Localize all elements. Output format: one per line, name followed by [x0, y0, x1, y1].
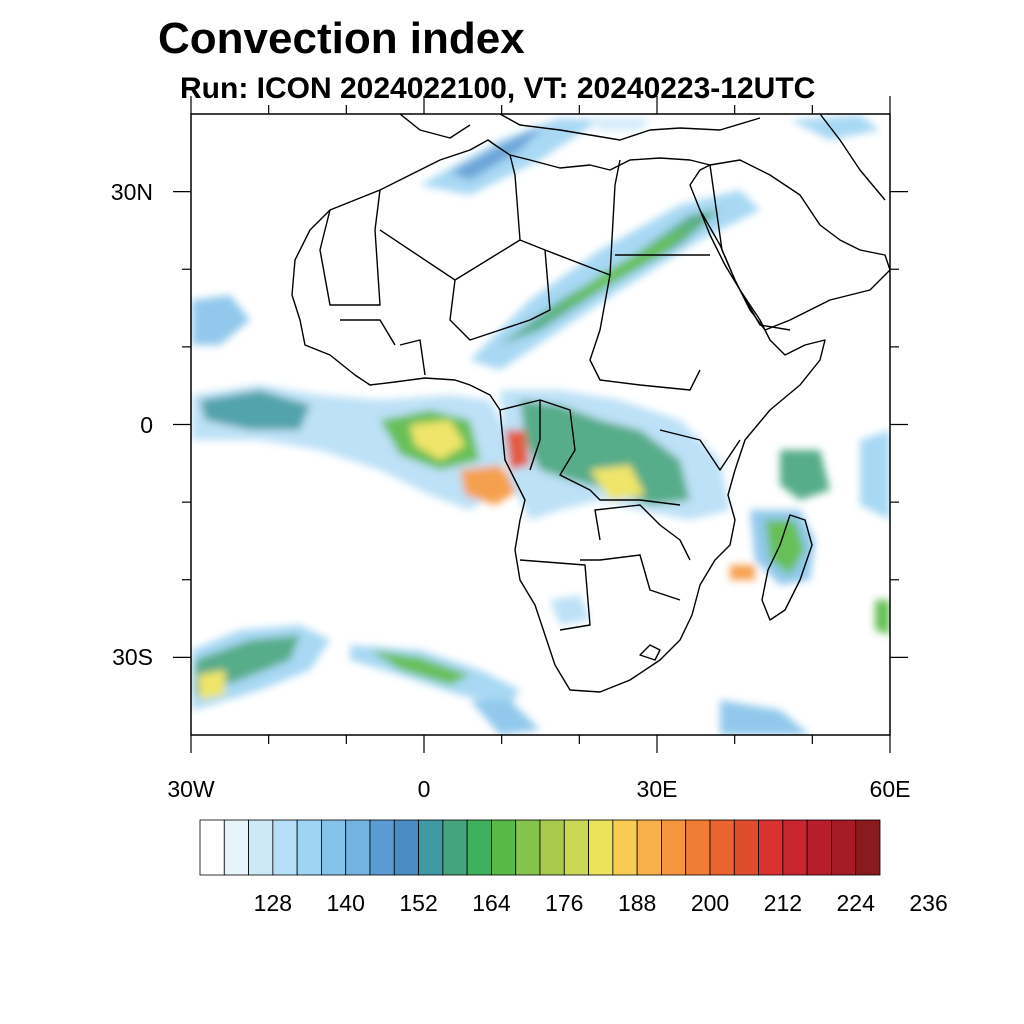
colorbar-tick-label: 152: [399, 890, 438, 916]
lon-label: 0: [417, 776, 431, 802]
colorbar-tick-label: 140: [326, 890, 365, 916]
colorbar-tick-label: 164: [472, 890, 511, 916]
lat-label: 30N: [110, 178, 153, 205]
colorbar-tick-label: 200: [690, 890, 730, 916]
axis-ticks: [173, 96, 908, 753]
map-title: Convection index: [158, 14, 525, 63]
lat-label: 0: [140, 411, 153, 438]
colorbar-tick-label: 188: [617, 890, 657, 916]
lat-label: 30S: [112, 644, 153, 671]
map-subtitle: Run: ICON 2024022100, VT: 20240223-12UTC: [180, 72, 816, 105]
lon-label: 30E: [636, 776, 678, 802]
convection-field: [192, 115, 890, 735]
lon-label: 60E: [869, 776, 911, 802]
colorbar-tick-label: 176: [545, 890, 584, 916]
colorbar-tick-label: 212: [763, 890, 803, 916]
coastlines: [291, 114, 890, 693]
colorbar-tick-label: 128: [253, 890, 293, 916]
colorbar-tick-label: 224: [836, 890, 875, 916]
colorbar-tick-label: 236: [909, 890, 948, 916]
lon-label: 30W: [167, 776, 215, 802]
